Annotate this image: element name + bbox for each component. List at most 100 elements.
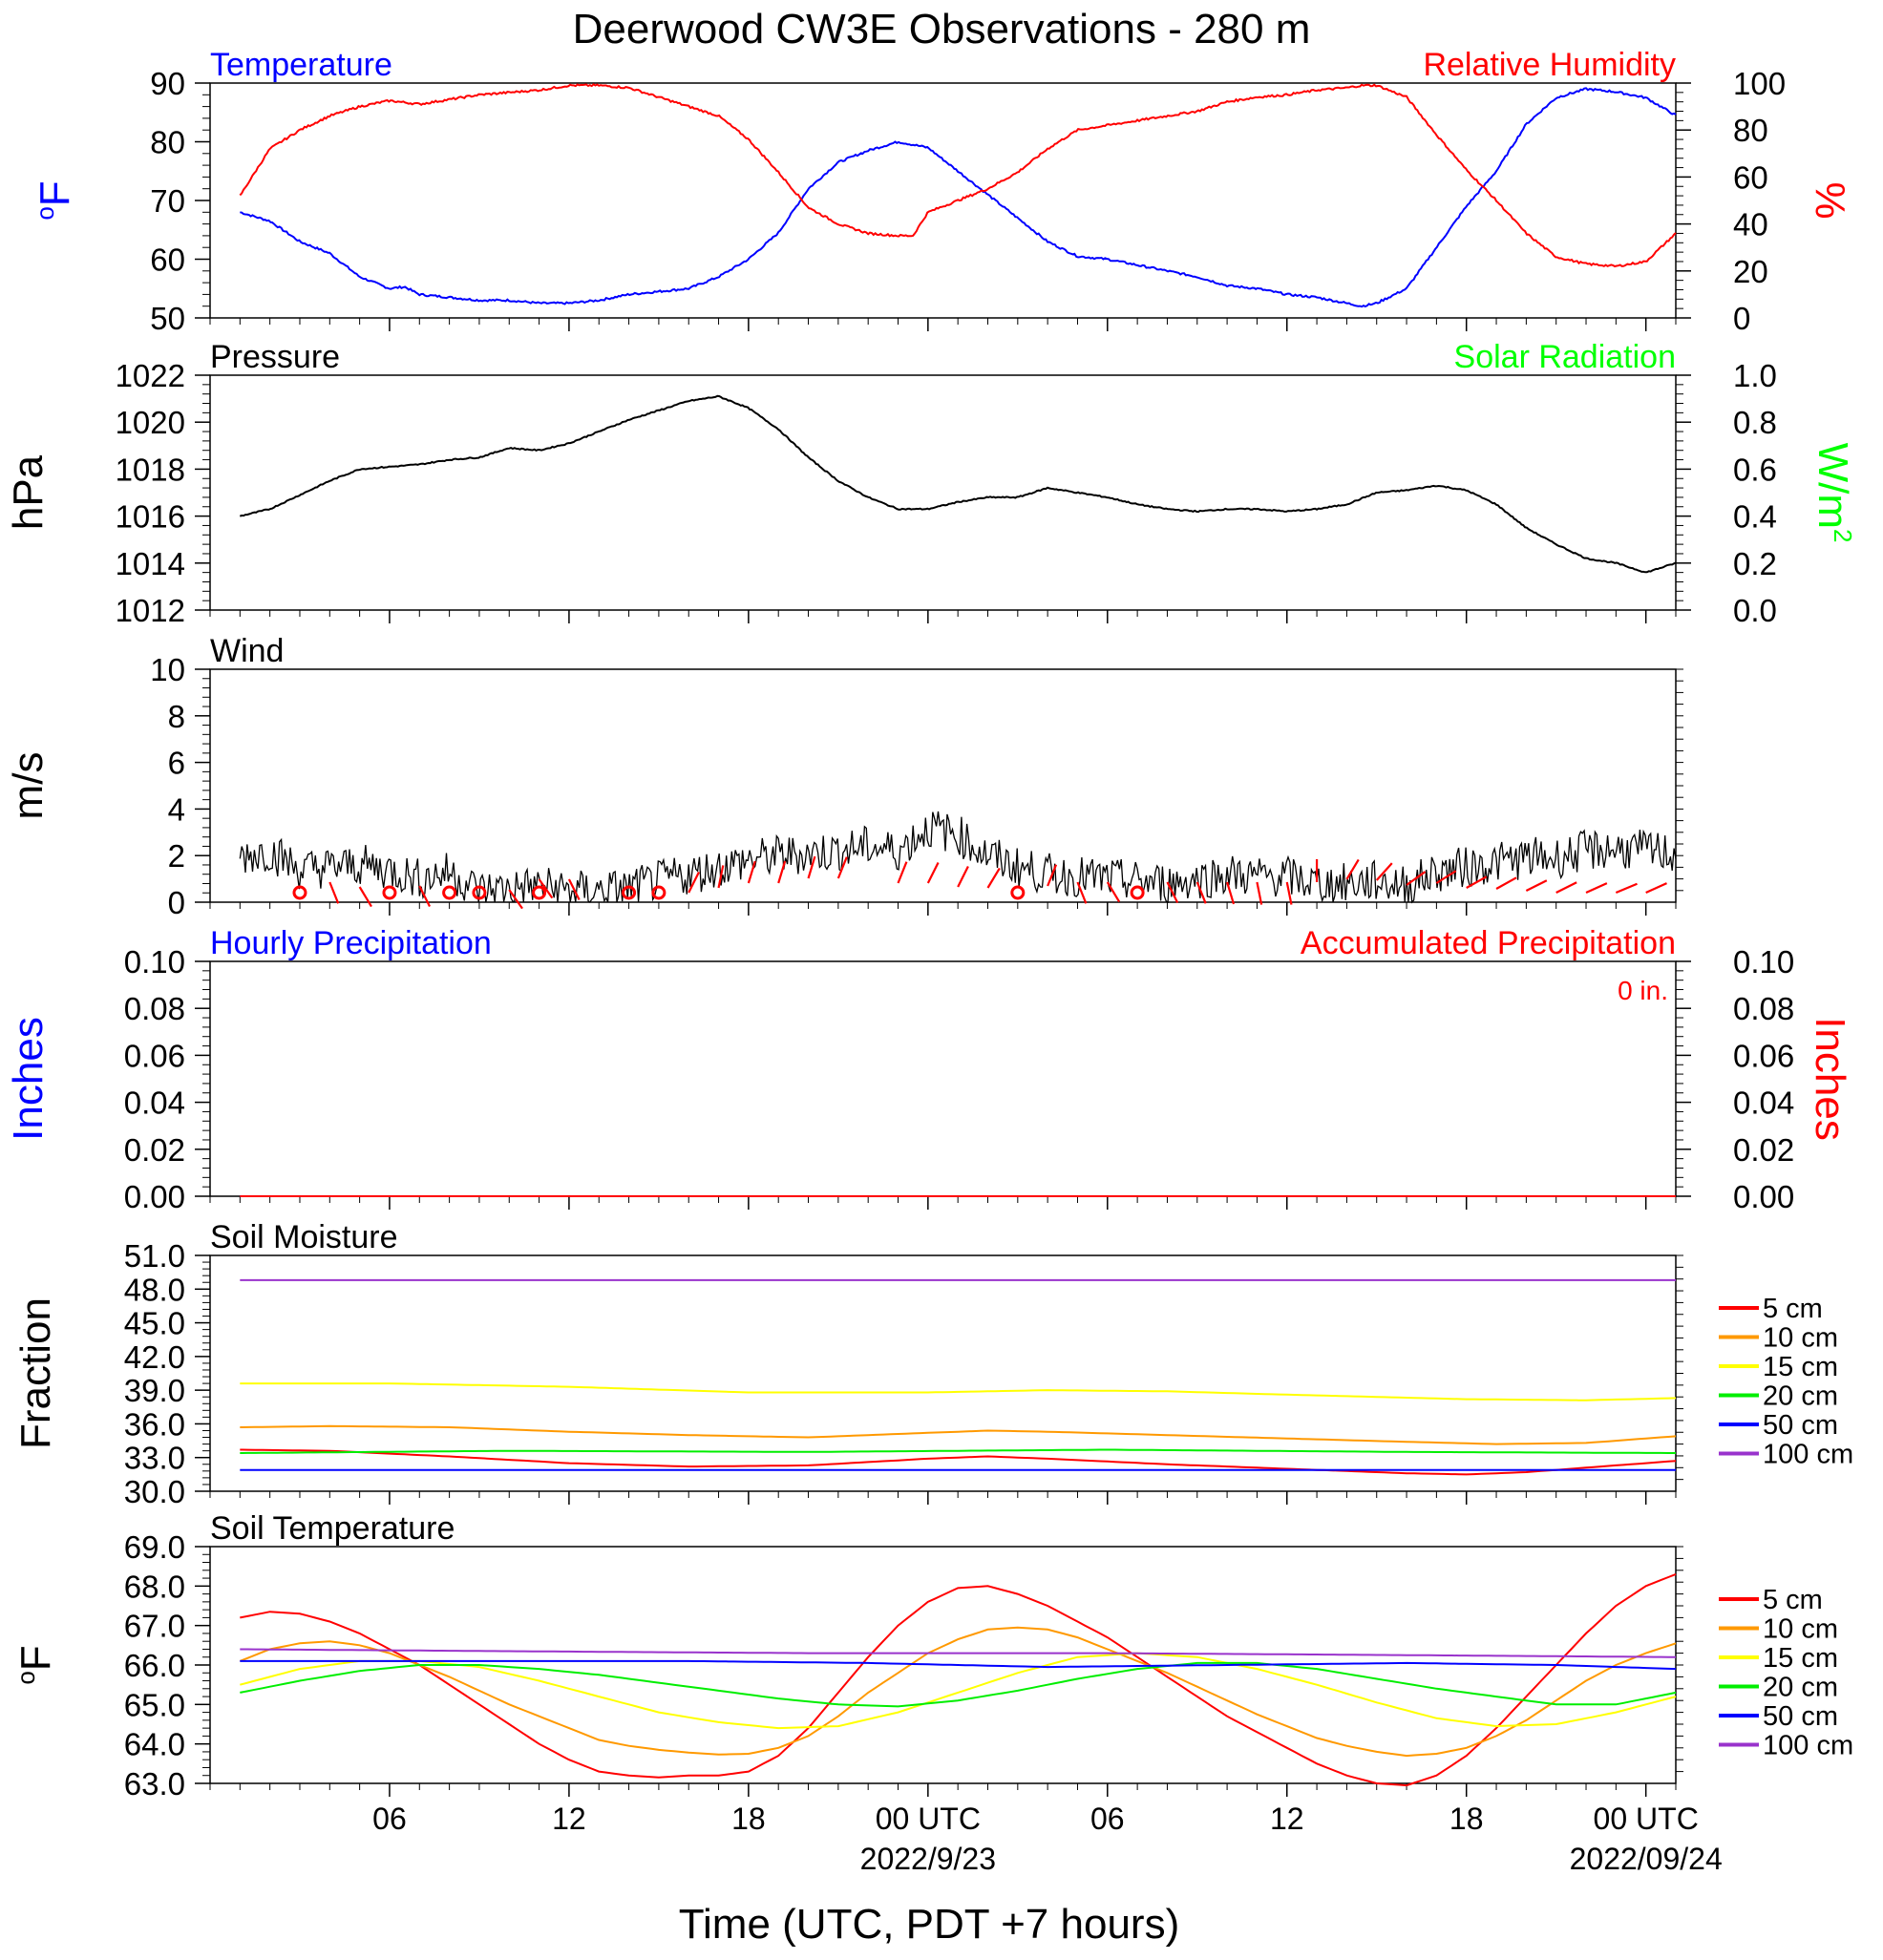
y-tick-label-left: 30.0 [124,1474,185,1509]
y-tick-label-left: 0.02 [124,1132,185,1168]
y-tick-label-right: 0.10 [1733,944,1794,980]
wind-barb [1076,881,1088,904]
wind-barb [747,860,756,884]
legend-label: 10 cm [1763,1323,1838,1354]
calm-wind-marker [472,885,487,900]
panel-title-left: Soil Temperature [210,1510,455,1547]
y-axis-unit-right: Inches [1807,1017,1853,1141]
panel-title-right: Accumulated Precipitation [1301,925,1676,961]
series-line-wind [239,811,1677,904]
y-tick-label-right: 0.08 [1733,991,1794,1026]
wind-barb [1226,881,1236,905]
y-axis-unit-left: Fraction [12,1297,59,1449]
panel-wind: 0 2 4 6 8 10 Wind m/s [5,633,1683,920]
wind-barb [836,856,848,879]
calm-wind-marker [382,885,397,900]
x-tick-label: 12 [552,1802,586,1836]
series-line-5-cm [240,1572,1677,1787]
series-line-15-cm [240,1652,1677,1730]
y-tick-label-left: 63.0 [124,1766,185,1802]
y-tick-label-right: 80 [1733,113,1768,148]
x-date-label: 2022/9/23 [860,1842,996,1876]
y-tick-label-left: 4 [168,791,185,827]
y-axis-unit-left: hPa [5,454,52,530]
y-tick-label-left: 68.0 [124,1569,185,1604]
series-line-10-cm [239,1626,1677,1758]
wind-barb [957,866,969,888]
series-line-10-cm [240,1424,1677,1445]
wind-barb [567,878,581,900]
unit-superscript: 2 [1829,529,1857,542]
panel-title-left: Wind [210,633,284,669]
y-tick-label-left: 80 [150,125,185,160]
y-tick-label-left: 10 [150,652,185,687]
x-tick-label: 00 UTC [1594,1802,1699,1836]
wind-barb [508,889,523,910]
y-tick-label-left: 0 [168,885,185,920]
legend-label: 10 cm [1763,1614,1838,1645]
y-tick-label-left: 0.10 [124,944,185,980]
x-tick-label: 18 [731,1802,766,1836]
unit-base: W/m [1809,443,1856,529]
legend-label: 100 cm [1763,1731,1853,1761]
y-tick-label-left: 48.0 [124,1272,185,1307]
calm-wind-marker [1010,885,1026,900]
chart-title: Deerwood CW3E Observations - 280 m [573,6,1311,53]
y-tick-label-left: 64.0 [124,1727,185,1762]
y-tick-label-left: 66.0 [124,1648,185,1683]
y-tick-label-right: 0.00 [1733,1179,1794,1214]
y-tick-label-left: 69.0 [124,1529,185,1565]
wind-barb [1435,870,1457,884]
panel-soil-temperature: 63.0 64.0 65.0 66.0 67.0 68.0 69.0 Soil Tempera… [11,1510,1853,1802]
y-tick-label-right: 100 [1733,66,1786,101]
y-tick-label-right: 0.6 [1733,452,1777,487]
series-line-5-cm [240,1448,1677,1476]
panel-precip: 0.00 0.02 0.04 0.06 0.08 0.10 0.00 0.02 0.04 0.06… [5,925,1853,1214]
x-tick-label: 18 [1449,1802,1484,1836]
panel-soil-moisture: 30.033.036.039.042.045.048.051.0 Soil Moi… [12,1219,1853,1509]
y-tick-label-right: 0.4 [1733,499,1777,535]
degree-mark: o [11,1671,40,1684]
x-tick-label: 12 [1270,1802,1304,1836]
calm-wind-marker [532,885,547,900]
wind-barb [1345,858,1360,880]
y-axis-unit-right: W/m2 [1809,443,1857,543]
calm-wind-marker [442,885,457,900]
panel-title-left: Soil Moisture [210,1219,398,1255]
wind-barb [1047,864,1058,887]
panel-title-left: Hourly Precipitation [210,925,492,961]
plot-frame [209,374,1677,611]
series-line-15-cm [240,1382,1677,1402]
series-line-50-cm [240,1659,1677,1671]
y-axis-unit-left: oF [11,1645,59,1684]
legend-label: 20 cm [1763,1673,1838,1703]
y-tick-label-left: 50 [150,301,185,336]
y-tick-label-left: 0.00 [124,1179,185,1214]
wind-barb [1466,875,1488,889]
y-tick-label-right: 40 [1733,207,1768,242]
y-tick-label-left: 39.0 [124,1373,185,1408]
x-axis: Time (UTC, PDT +7 hours) 06 12 18 00 UTC 06 1… [372,1802,1723,1948]
y-tick-label-left: 70 [150,183,185,219]
y-tick-label-left: 42.0 [124,1339,185,1375]
calm-wind-marker [292,885,307,900]
y-tick-label-left: 60 [150,242,185,278]
legend-label: 50 cm [1763,1410,1838,1441]
y-tick-label-left: 67.0 [124,1609,185,1644]
legend-label: 15 cm [1763,1643,1838,1674]
panel-pressure: 1012 1014 1016 1018 1020 1022 0.0 0.2 0.4 0.6 0.8 1… [5,339,1857,628]
wind-barb [1166,881,1179,903]
accumulated-total-label: 0 in. [1618,976,1668,1005]
y-axis-unit-left: m/s [5,752,52,820]
wind-barb [926,862,940,884]
wind-barb [1585,882,1608,895]
unit-letter: F [32,180,78,206]
wind-barb [1525,879,1548,892]
wind-barb [717,865,725,889]
series-line-20-cm [240,1661,1677,1708]
series-line-100-cm [240,1648,1676,1658]
legend-label: 15 cm [1763,1352,1838,1382]
